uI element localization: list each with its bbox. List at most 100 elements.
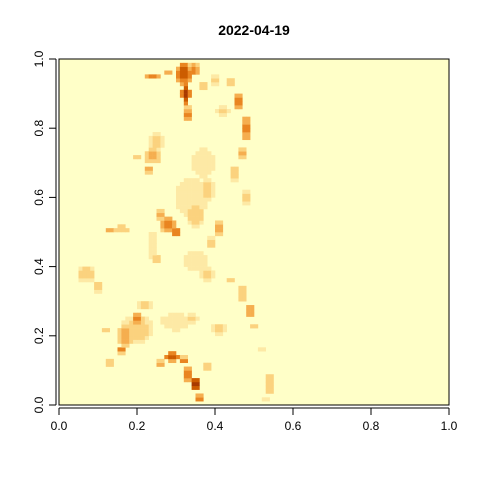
heatmap-cell bbox=[137, 336, 141, 340]
heatmap-cell bbox=[215, 82, 219, 86]
heatmap-cell bbox=[172, 328, 176, 332]
heatmap-cell bbox=[270, 390, 274, 394]
heatmap-cell bbox=[180, 201, 184, 205]
heatmap-cell bbox=[199, 220, 203, 224]
heatmap-cell bbox=[238, 297, 242, 301]
heatmap-cell bbox=[219, 220, 223, 224]
heatmap-cell bbox=[246, 309, 250, 313]
heatmap-cell bbox=[184, 190, 188, 194]
heatmap-cell bbox=[199, 86, 203, 90]
heatmap-cell bbox=[129, 328, 133, 332]
heatmap-cell bbox=[192, 209, 196, 213]
heatmap-cell bbox=[192, 255, 196, 259]
heatmap-cell bbox=[168, 224, 172, 228]
heatmap-cell bbox=[238, 294, 242, 298]
heatmap-cell bbox=[145, 155, 149, 159]
heatmap-cell bbox=[211, 78, 215, 82]
heatmap-cell bbox=[231, 174, 235, 178]
heatmap-cell bbox=[153, 244, 157, 248]
heatmap-cell bbox=[157, 155, 161, 159]
heatmap-cell bbox=[211, 236, 215, 240]
heatmap-cell bbox=[164, 228, 168, 232]
heatmap-cell bbox=[176, 197, 180, 201]
heatmap-cell bbox=[160, 363, 164, 367]
heatmap-cell bbox=[270, 378, 274, 382]
heatmap-cell bbox=[86, 278, 90, 282]
heatmap-cell bbox=[207, 155, 211, 159]
heatmap-cell bbox=[82, 278, 86, 282]
heatmap-cell bbox=[121, 343, 125, 347]
heatmap-cell bbox=[110, 228, 114, 232]
heatmap-cell bbox=[199, 251, 203, 255]
heatmap-cell bbox=[199, 167, 203, 171]
heatmap-cell bbox=[184, 67, 188, 71]
heatmap-cell bbox=[184, 82, 188, 86]
heatmap-cell bbox=[227, 278, 231, 282]
y-tick-label: 1.0 bbox=[32, 50, 46, 67]
heatmap-cell bbox=[207, 163, 211, 167]
heatmap-cell bbox=[86, 267, 90, 271]
heatmap-cell bbox=[106, 359, 110, 363]
heatmap-cell bbox=[196, 163, 200, 167]
heatmap-cell bbox=[176, 67, 180, 71]
heatmap-cell bbox=[106, 328, 110, 332]
heatmap-cell bbox=[196, 194, 200, 198]
heatmap-cell bbox=[118, 328, 122, 332]
heatmap-cell bbox=[137, 301, 141, 305]
heatmap-cell bbox=[82, 270, 86, 274]
heatmap-cell bbox=[211, 167, 215, 171]
heatmap-cell bbox=[250, 309, 254, 313]
heatmap-cell bbox=[157, 213, 161, 217]
heatmap-cell bbox=[184, 94, 188, 98]
heatmap-cell bbox=[172, 355, 176, 359]
heatmap-cell bbox=[102, 328, 106, 332]
heatmap-cell bbox=[196, 178, 200, 182]
heatmap-cell bbox=[238, 155, 242, 159]
heatmap-cell bbox=[188, 267, 192, 271]
heatmap-cell bbox=[207, 197, 211, 201]
heatmap-cell bbox=[246, 194, 250, 198]
x-tick-label: 0.0 bbox=[51, 419, 68, 433]
x-tick-label: 0.6 bbox=[285, 419, 302, 433]
heatmap-cell bbox=[160, 209, 164, 213]
heatmap-cell bbox=[188, 67, 192, 71]
heatmap-cell bbox=[137, 332, 141, 336]
heatmap-cell bbox=[199, 147, 203, 151]
heatmap-cell bbox=[211, 328, 215, 332]
heatmap-cell bbox=[125, 336, 129, 340]
heatmap-cell bbox=[90, 267, 94, 271]
heatmap-cell bbox=[153, 147, 157, 151]
heatmap-cell bbox=[192, 163, 196, 167]
heatmap-cell bbox=[196, 267, 200, 271]
heatmap-cell bbox=[223, 113, 227, 117]
heatmap-cell bbox=[184, 109, 188, 113]
heatmap-cell bbox=[192, 197, 196, 201]
heatmap-cell bbox=[149, 147, 153, 151]
heatmap-cell bbox=[196, 317, 200, 321]
heatmap-cell bbox=[153, 159, 157, 163]
heatmap-cell bbox=[153, 140, 157, 144]
heatmap-cell bbox=[266, 390, 270, 394]
heatmap-cell bbox=[180, 182, 184, 186]
heatmap-cell bbox=[235, 105, 239, 109]
heatmap-cell bbox=[207, 267, 211, 271]
heatmap-cell bbox=[231, 170, 235, 174]
heatmap-cell bbox=[118, 332, 122, 336]
heatmap-cell bbox=[125, 228, 129, 232]
heatmap-cell bbox=[207, 167, 211, 171]
heatmap-cell bbox=[153, 247, 157, 251]
heatmap-cell bbox=[242, 286, 246, 290]
heatmap-cell bbox=[199, 274, 203, 278]
heatmap-cell bbox=[145, 301, 149, 305]
heatmap-cell bbox=[145, 324, 149, 328]
heatmap-cell bbox=[235, 97, 239, 101]
heatmap-cell bbox=[157, 151, 161, 155]
heatmap-cell bbox=[149, 140, 153, 144]
heatmap-cell bbox=[184, 320, 188, 324]
heatmap-cell bbox=[215, 109, 219, 113]
heatmap-cell bbox=[207, 244, 211, 248]
heatmap-cell bbox=[203, 86, 207, 90]
heatmap-cell bbox=[207, 274, 211, 278]
heatmap-cell bbox=[118, 224, 122, 228]
